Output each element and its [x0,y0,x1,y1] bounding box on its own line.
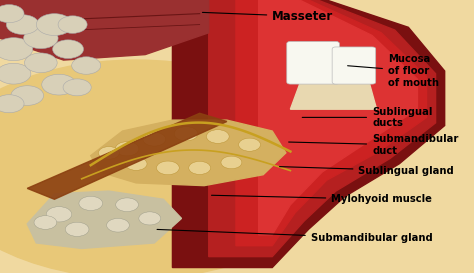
Polygon shape [173,0,445,268]
Circle shape [53,40,83,58]
Circle shape [174,127,198,141]
Circle shape [0,38,33,61]
Polygon shape [291,49,377,109]
Polygon shape [209,0,436,257]
Circle shape [207,130,229,143]
Text: Submandibular gland: Submandibular gland [157,229,433,243]
FancyBboxPatch shape [332,47,376,84]
Circle shape [115,142,139,156]
Circle shape [116,198,138,212]
FancyBboxPatch shape [287,41,339,84]
Circle shape [6,15,39,34]
Circle shape [72,57,101,74]
Circle shape [221,156,242,169]
Circle shape [58,16,87,33]
Text: Mucosa
of floor
of mouth: Mucosa of floor of mouth [347,54,439,88]
Circle shape [46,207,72,222]
Circle shape [0,63,31,84]
Circle shape [25,53,57,73]
Circle shape [125,157,147,170]
Circle shape [143,132,165,146]
Circle shape [63,79,91,96]
Circle shape [0,5,24,23]
Circle shape [11,86,44,105]
Text: Submandibular
duct: Submandibular duct [289,134,458,156]
Text: Sublingual gland: Sublingual gland [280,166,454,176]
Circle shape [107,218,129,232]
Text: Mylohyoid muscle: Mylohyoid muscle [211,194,432,204]
Circle shape [79,196,102,210]
Circle shape [189,161,210,174]
Circle shape [139,212,161,225]
Text: Masseter: Masseter [202,10,334,23]
Circle shape [36,14,73,35]
Ellipse shape [0,60,336,273]
Circle shape [34,216,57,229]
Polygon shape [27,113,227,199]
Text: Sublingual
ducts: Sublingual ducts [302,106,432,128]
Circle shape [42,74,76,95]
Polygon shape [259,0,418,235]
Polygon shape [236,0,427,246]
Polygon shape [27,191,182,248]
Circle shape [99,147,119,159]
Circle shape [0,95,24,113]
Circle shape [24,28,58,49]
Polygon shape [91,120,286,186]
Circle shape [156,161,179,175]
Circle shape [65,222,89,236]
Circle shape [239,138,260,151]
Polygon shape [0,0,209,60]
